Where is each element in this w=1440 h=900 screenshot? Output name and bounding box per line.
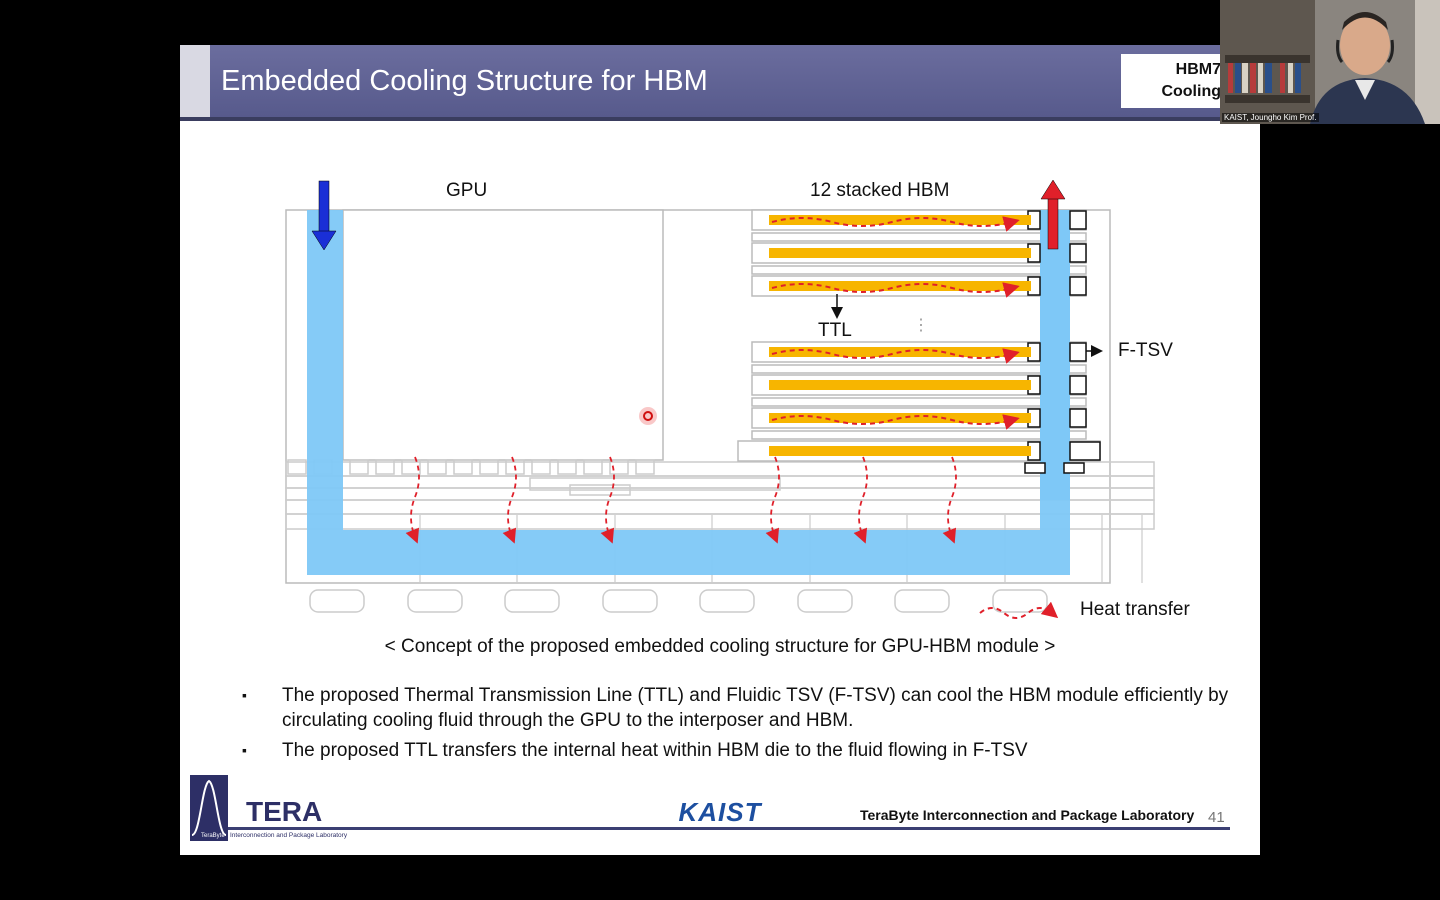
kaist-logo: KAIST — [660, 797, 780, 827]
gpu-die — [342, 209, 664, 461]
slide: Embedded Cooling Structure for HBM HBM7 … — [180, 45, 1260, 855]
webcam-caption: KAIST, Joungho Kim Prof. — [1222, 113, 1319, 122]
label-ftsv: F-TSV — [1118, 340, 1173, 361]
ttl-lines — [769, 215, 1031, 456]
ftsv-channel — [1040, 210, 1070, 500]
label-gpu: GPU — [446, 180, 487, 201]
legend-heat-symbol — [979, 601, 1059, 619]
heat-transfer-arrows — [405, 456, 957, 544]
webcam-image — [1220, 0, 1440, 124]
bullet-list: The proposed Thermal Transmission Line (… — [242, 683, 1242, 768]
ttl-heat-paths — [771, 216, 1020, 430]
inlet-arrow-icon — [311, 180, 337, 251]
label-ttl: TTL — [818, 320, 852, 341]
tera-logo-small: TeraByte — [201, 833, 225, 839]
solder-balls — [309, 589, 1048, 613]
slide-title: Embedded Cooling Structure for HBM — [221, 65, 708, 97]
cooling-diagram: ⋮ GPU 12 stacked HBM TTL F-TSV Heat tran… — [285, 179, 1190, 620]
stack-ellipsis: ⋮ — [913, 317, 929, 334]
tera-logo: TERA TeraByte Interconnection and Packag… — [190, 775, 348, 841]
module-outline — [285, 209, 1111, 584]
page-number: 41 — [1208, 809, 1225, 826]
outlet-arrow-icon — [1040, 179, 1066, 250]
title-underline — [180, 117, 1260, 121]
legend-heat-label: Heat transfer — [1080, 599, 1190, 620]
bullet-item: The proposed TTL transfers the internal … — [242, 738, 1242, 763]
bullet-item: The proposed Thermal Transmission Line (… — [242, 683, 1242, 733]
tera-logo-text: TERA — [246, 796, 322, 827]
diagram-caption: < Concept of the proposed embedded cooli… — [384, 636, 1056, 657]
label-hbm: 12 stacked HBM — [810, 180, 949, 201]
interposer-layers — [285, 461, 1155, 530]
title-bar — [180, 45, 1260, 117]
topic-badge: HBM7 Cooling — [1121, 54, 1231, 108]
fluid-channel — [307, 210, 1070, 575]
lab-name: TeraByte Interconnection and Package Lab… — [860, 807, 1195, 823]
badge-line-2: Cooling — [1161, 83, 1221, 100]
footer-line — [228, 827, 1230, 830]
tera-logo-subtext: Interconnection and Package Laboratory — [230, 832, 348, 839]
pointer-dot — [639, 407, 657, 425]
badge-line-1: HBM7 — [1175, 61, 1221, 78]
webcam-video: KAIST, Joungho Kim Prof. — [1220, 0, 1440, 124]
title-accent — [180, 45, 210, 117]
